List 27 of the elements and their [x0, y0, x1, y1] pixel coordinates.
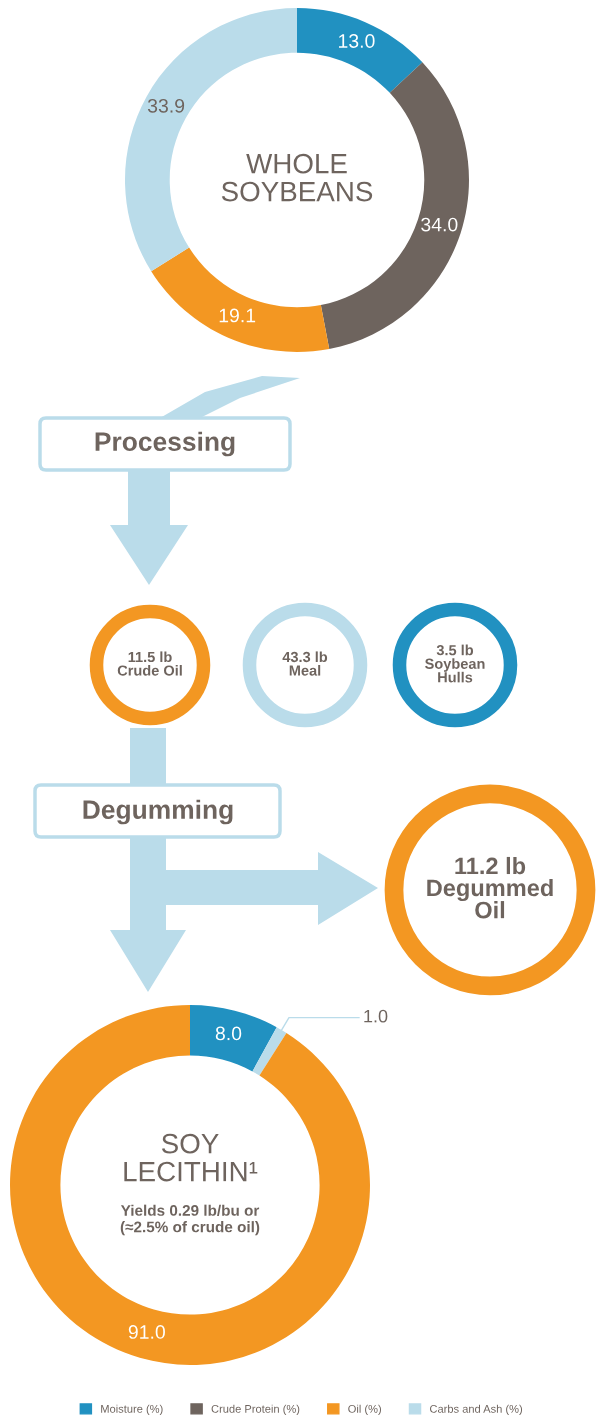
data-label: 91.0	[128, 1325, 165, 1339]
text: Degumming	[83, 799, 233, 825]
donut-slice	[297, 8, 423, 93]
text: Processing	[95, 431, 235, 457]
data-label: 13.0	[338, 34, 375, 48]
text: SOY LECITHIN¹	[124, 1133, 258, 1182]
text: 11.5 lb	[128, 651, 172, 663]
data-label: 33.9	[147, 98, 185, 113]
text: 43.3 lb	[282, 651, 328, 663]
donut-slice	[190, 1005, 277, 1072]
category-label: Crude Oil	[117, 665, 182, 676]
text: Yields 0.29 lb/bu or (≈2.5% of crude oil)	[120, 1204, 260, 1236]
data-label: 1.0	[364, 1009, 388, 1023]
category-label: Soybean Hulls	[425, 658, 485, 683]
legend-label: Moisture (%)	[101, 1404, 163, 1415]
text: WHOLE SOYBEANS	[221, 153, 373, 202]
data-label: 8.0	[215, 1026, 242, 1041]
legend-label: Crude Protein (%)	[211, 1404, 300, 1415]
text: 3.5 lb	[436, 644, 474, 656]
donut-slice	[151, 247, 330, 352]
legend-label: Oil (%)	[348, 1404, 381, 1415]
category-label: Degummed Oil	[427, 878, 553, 919]
text: 11.2 lb	[455, 856, 526, 875]
category-label: Meal	[289, 665, 321, 676]
data-label: 34.0	[421, 217, 458, 232]
data-label: 19.1	[219, 308, 256, 323]
legend-label: Carbs and Ash (%)	[430, 1404, 523, 1415]
